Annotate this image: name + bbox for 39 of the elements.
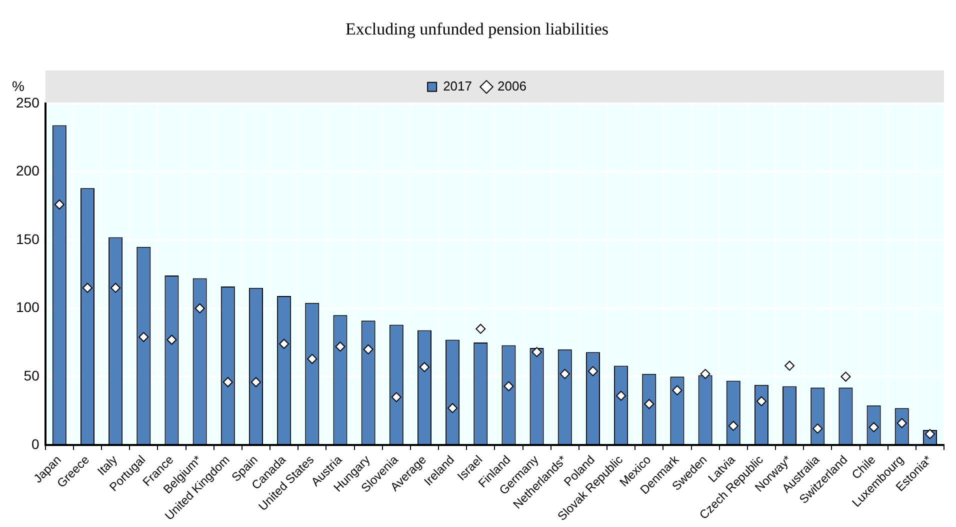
point <box>504 381 514 392</box>
point <box>222 377 233 388</box>
y-tick-label: 0 <box>32 436 40 452</box>
point <box>560 368 570 379</box>
point <box>54 200 64 210</box>
point <box>279 338 290 349</box>
point <box>840 372 851 382</box>
point <box>812 424 823 434</box>
point <box>644 398 654 409</box>
y-tick-label: 150 <box>16 230 40 247</box>
point <box>756 396 766 406</box>
point <box>784 360 795 371</box>
legend-label: 2006 <box>498 78 526 94</box>
y-tick-label: 100 <box>16 299 40 316</box>
point <box>391 392 402 402</box>
point <box>532 347 542 358</box>
point <box>166 334 177 345</box>
y-tick-label: 250 <box>16 94 40 110</box>
point <box>616 390 626 401</box>
point <box>307 354 318 364</box>
point <box>700 368 710 379</box>
point <box>419 362 430 372</box>
y-axis-title: % <box>12 78 24 94</box>
point <box>672 385 682 396</box>
chart-title: Excluding unfunded pension liabilities <box>346 20 608 39</box>
point <box>476 324 486 334</box>
point <box>728 420 738 431</box>
point <box>110 282 121 293</box>
point <box>250 377 261 388</box>
y-tick-label: 50 <box>24 368 40 384</box>
point <box>363 344 374 354</box>
point <box>138 332 149 342</box>
point <box>448 403 458 414</box>
y-tick-label: 200 <box>16 162 40 179</box>
point <box>82 282 92 293</box>
point <box>194 303 205 314</box>
point <box>335 342 346 352</box>
point <box>588 366 598 376</box>
legend-label: 2017 <box>443 78 472 94</box>
